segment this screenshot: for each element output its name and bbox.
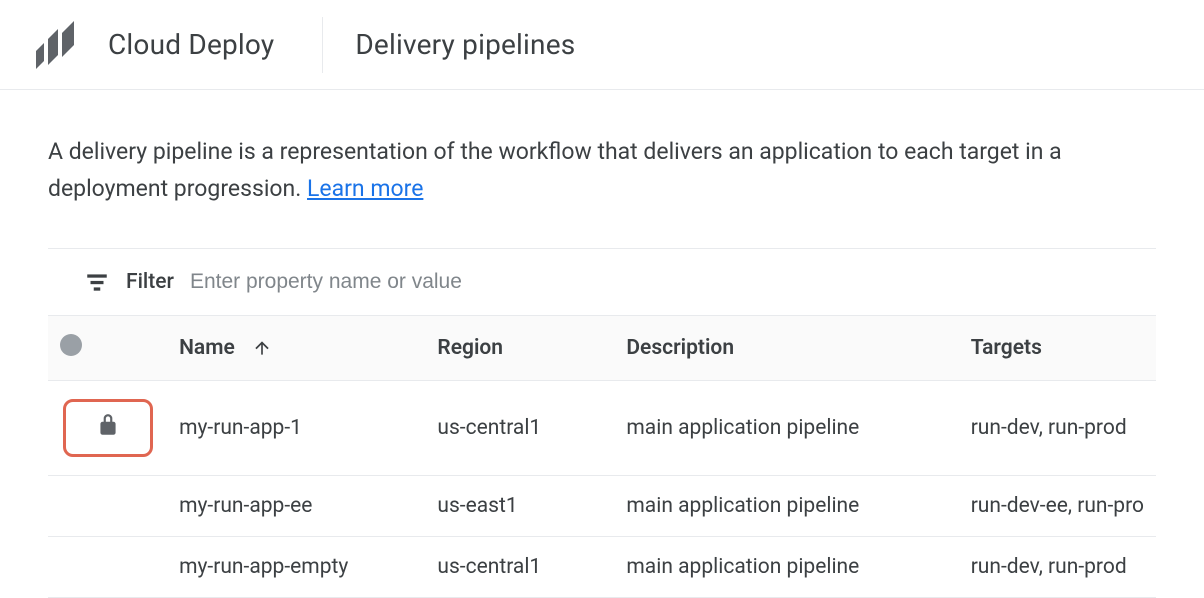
pipeline-region: us-east1: [425, 475, 614, 536]
filter-bar: Filter: [48, 248, 1156, 316]
lock-highlight: [63, 399, 153, 457]
column-targets[interactable]: Targets: [959, 316, 1156, 381]
app-header: Cloud Deploy Delivery pipelines: [0, 0, 1204, 90]
table-row[interactable]: my-run-app-emptyus-central1main applicat…: [48, 536, 1156, 597]
pipelines-table: Name Region Description Targets my-run-a…: [48, 316, 1156, 598]
product-name: Cloud Deploy: [108, 28, 274, 61]
content-area: A delivery pipeline is a representation …: [0, 90, 1204, 598]
pipeline-description: main application pipeline: [614, 475, 958, 536]
pipeline-targets: run-dev-ee, run-pro: [959, 475, 1156, 536]
sort-ascending-icon: [252, 338, 272, 358]
pipeline-name[interactable]: my-run-app-empty: [167, 536, 425, 597]
status-cell: [48, 536, 167, 597]
filter-label: Filter: [126, 270, 174, 294]
pipeline-name[interactable]: my-run-app-ee: [167, 475, 425, 536]
table-header-row: Name Region Description Targets: [48, 316, 1156, 381]
column-region[interactable]: Region: [425, 316, 614, 381]
pipeline-region: us-central1: [425, 536, 614, 597]
lock-icon: [95, 412, 121, 444]
status-cell: [48, 380, 167, 475]
filter-input[interactable]: [190, 270, 1156, 294]
table-row[interactable]: my-run-app-1us-central1main application …: [48, 380, 1156, 475]
filter-icon: [84, 269, 110, 295]
pipeline-targets: run-dev, run-prod: [959, 536, 1156, 597]
intro-body: A delivery pipeline is a representation …: [48, 138, 1062, 202]
column-status[interactable]: [48, 316, 167, 381]
page-title: Delivery pipelines: [323, 28, 575, 61]
pipeline-description: main application pipeline: [614, 536, 958, 597]
cloud-deploy-logo-icon: [30, 21, 84, 69]
status-cell: [48, 475, 167, 536]
product-block: Cloud Deploy: [30, 17, 323, 73]
column-name-label: Name: [179, 336, 235, 360]
status-dot-icon: [60, 334, 82, 356]
column-name[interactable]: Name: [167, 316, 425, 381]
pipeline-region: us-central1: [425, 380, 614, 475]
pipeline-targets: run-dev, run-prod: [959, 380, 1156, 475]
learn-more-link[interactable]: Learn more: [307, 175, 423, 202]
pipeline-name[interactable]: my-run-app-1: [167, 380, 425, 475]
intro-text: A delivery pipeline is a representation …: [48, 134, 1148, 208]
column-description[interactable]: Description: [614, 316, 958, 381]
table-row[interactable]: my-run-app-eeus-east1main application pi…: [48, 475, 1156, 536]
pipeline-description: main application pipeline: [614, 380, 958, 475]
